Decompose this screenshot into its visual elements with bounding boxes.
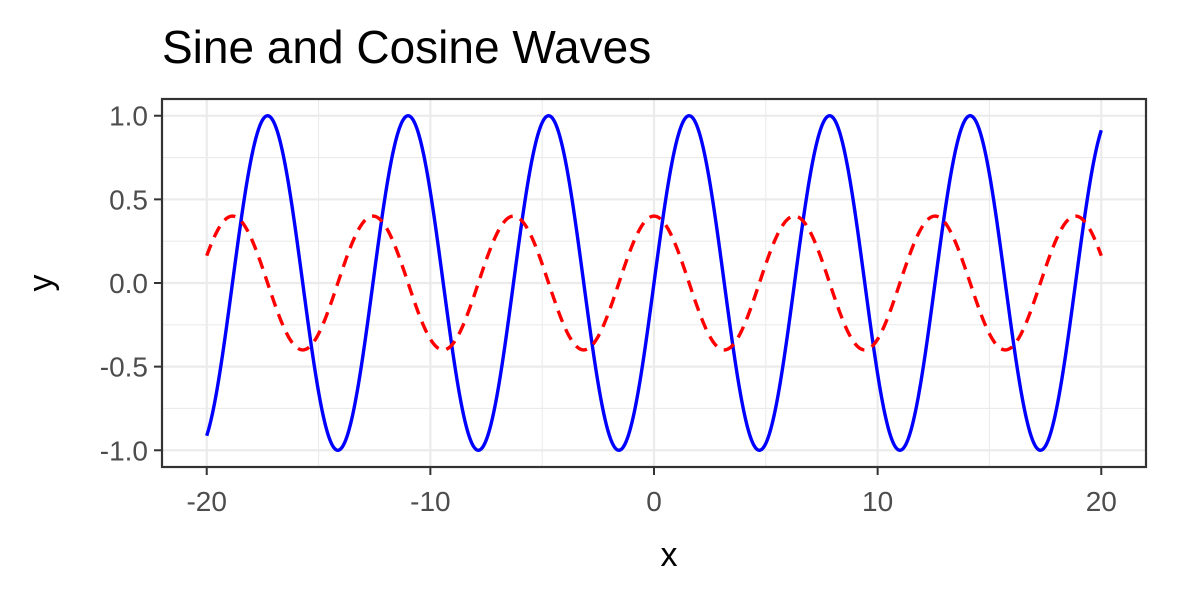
x-tick-label: 10 (862, 486, 893, 517)
y-tick-label: -0.5 (100, 352, 148, 383)
x-tick-label: 20 (1086, 486, 1117, 517)
x-tick-label: -10 (410, 486, 450, 517)
x-tick-label: 0 (646, 486, 662, 517)
y-tick-label: 0.0 (109, 268, 148, 299)
y-tick-label: 0.5 (109, 184, 148, 215)
sine-series-line (205, 114, 1103, 452)
x-tick-label: -20 (186, 486, 226, 517)
series-lines (205, 114, 1103, 452)
x-axis-ticks: -20 -10 0 10 20 (186, 467, 1117, 517)
y-tick-label: 1.0 (109, 101, 148, 132)
cosine-series-line (205, 214, 1103, 352)
y-axis-label: y (22, 275, 60, 292)
y-tick-label: -1.0 (100, 435, 148, 466)
y-axis-ticks: -1.0 -0.5 0.0 0.5 1.0 (100, 101, 162, 466)
x-axis-label: x (661, 536, 678, 574)
grid-lines (162, 99, 1146, 467)
chart-title: Sine and Cosine Waves (162, 21, 651, 73)
